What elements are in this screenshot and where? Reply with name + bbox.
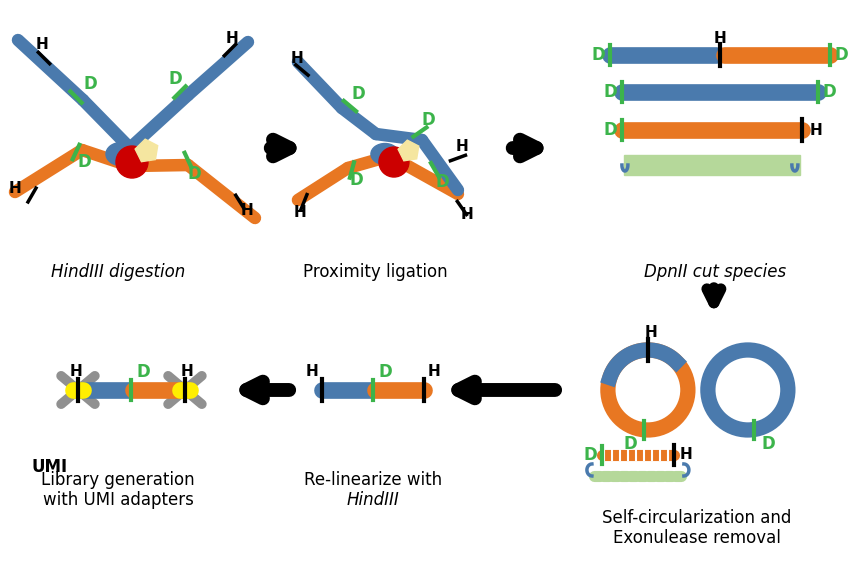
- Text: H: H: [713, 30, 726, 45]
- Text: D: D: [351, 85, 365, 103]
- Text: H: H: [241, 202, 254, 218]
- Circle shape: [379, 147, 409, 177]
- Text: D: D: [823, 83, 837, 101]
- Text: Library generation: Library generation: [42, 471, 195, 489]
- Text: HindIII: HindIII: [347, 491, 399, 509]
- Text: D: D: [77, 153, 91, 171]
- Bar: [624, 155, 800, 175]
- Text: D: D: [349, 171, 363, 189]
- Text: D: D: [83, 75, 97, 93]
- Text: D: D: [761, 435, 775, 453]
- Text: H: H: [810, 123, 823, 138]
- Text: H: H: [291, 50, 304, 65]
- Text: D: D: [168, 70, 181, 88]
- Text: HindIII digestion: HindIII digestion: [51, 263, 185, 281]
- Text: H: H: [460, 206, 473, 222]
- Text: Self-circularization and: Self-circularization and: [602, 509, 791, 527]
- Text: H: H: [293, 205, 306, 219]
- Text: D: D: [583, 446, 597, 464]
- Text: H: H: [36, 37, 48, 52]
- Text: D: D: [137, 363, 150, 381]
- Text: D: D: [378, 363, 392, 381]
- Text: H: H: [181, 364, 193, 379]
- Text: D: D: [591, 46, 605, 64]
- Text: H: H: [427, 364, 440, 379]
- Text: Proximity ligation: Proximity ligation: [303, 263, 447, 281]
- Text: D: D: [421, 111, 435, 129]
- Text: H: H: [455, 139, 468, 154]
- Text: H: H: [679, 448, 692, 462]
- Ellipse shape: [371, 143, 399, 164]
- Text: H: H: [644, 325, 657, 340]
- Text: UMI: UMI: [32, 458, 68, 476]
- Text: D: D: [603, 121, 616, 139]
- Text: H: H: [226, 30, 238, 45]
- Text: H: H: [8, 180, 21, 195]
- Text: D: D: [603, 83, 616, 101]
- Text: D: D: [187, 165, 201, 183]
- Circle shape: [116, 146, 148, 178]
- Text: H: H: [70, 364, 82, 379]
- Text: D: D: [623, 435, 637, 453]
- Text: Exonulease removal: Exonulease removal: [613, 529, 781, 547]
- Text: D: D: [835, 46, 848, 64]
- Text: DpnII cut species: DpnII cut species: [644, 263, 786, 281]
- Text: with UMI adapters: with UMI adapters: [42, 491, 193, 509]
- Text: Re-linearize with: Re-linearize with: [304, 471, 442, 489]
- Text: H: H: [305, 364, 318, 379]
- Ellipse shape: [106, 143, 136, 166]
- Text: D: D: [435, 173, 449, 191]
